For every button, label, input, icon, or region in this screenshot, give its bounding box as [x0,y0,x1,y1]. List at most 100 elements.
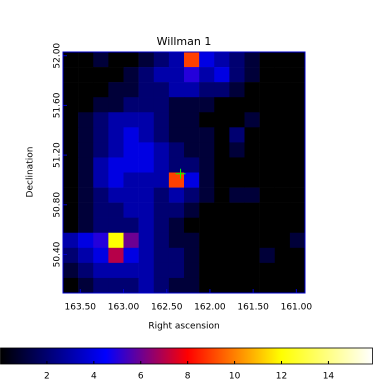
heat-cell [78,277,94,294]
heat-cell [199,172,215,188]
heat-cell [244,82,260,98]
x-tick-label: 161.50 [237,303,269,313]
heat-cell [244,262,260,279]
heat-cell [153,232,170,249]
heat-cell [289,247,306,264]
heat-cell [244,217,260,234]
heat-cell [274,127,291,143]
heat-cell [214,127,230,143]
heat-cell [184,277,200,294]
heat-cell [259,232,276,249]
heat-cell [123,247,139,264]
heat-cell [214,67,230,83]
heat-cell [214,217,230,234]
heat-cell [214,187,230,203]
heat-cell [93,82,109,98]
heat-cell [184,262,200,279]
y-tick-label: 50.40 [53,241,63,267]
heat-cell [153,67,170,83]
heat-cell [259,202,276,218]
heat-cell [168,232,185,249]
heat-cell [63,172,79,188]
heat-cell [108,112,124,128]
heat-cell [123,127,139,143]
heat-cell [168,247,185,264]
heat-cell [244,157,260,173]
heat-cell [93,217,109,234]
heat-cell [199,67,215,83]
heat-cell [229,277,245,294]
heat-cell [108,172,124,188]
heat-cell [259,67,276,83]
heat-cell [229,247,245,264]
heat-cell [259,262,276,279]
heat-cell [199,202,215,218]
heat-cell [184,247,200,264]
heat-cell [244,172,260,188]
heat-cell [108,52,124,68]
heat-cell [63,232,79,249]
heat-cell [78,157,94,173]
heat-cell [93,97,109,113]
heat-cell [78,127,94,143]
heat-cell [93,232,109,249]
heat-cell [229,187,245,203]
heat-cell [138,52,155,68]
heat-cell [93,202,109,218]
heat-cell [184,202,200,218]
y-tick-label: 51.60 [53,92,63,118]
heat-cell [78,67,94,83]
heat-cell [108,217,124,234]
heat-cell [214,97,230,113]
heat-cell [289,172,306,188]
heat-cell [184,232,200,249]
heat-cell [123,172,139,188]
heat-cell [168,217,185,234]
x-tick-label: 162.00 [194,303,226,313]
heat-cell [184,97,200,113]
heat-cell [184,142,200,158]
heat-cell [259,82,276,98]
heat-cell [259,127,276,143]
heat-cell [289,262,306,279]
heat-cell [274,67,291,83]
heat-cell [289,127,306,143]
heat-cell [138,157,155,173]
heat-cell [93,277,109,294]
heat-cell [289,97,306,113]
x-tick-label: 161.00 [281,303,313,313]
heat-cell [184,172,200,188]
heat-cell [108,277,124,294]
heat-cell [63,82,79,98]
heat-cell [78,232,94,249]
heat-cell [108,82,124,98]
heat-cell [93,142,109,158]
heat-cell [184,157,200,173]
heat-cell [78,202,94,218]
heat-cell [244,202,260,218]
heat-cell [153,142,170,158]
heat-cell [78,187,94,203]
heat-cell [199,142,215,158]
heat-cell [184,82,200,98]
heat-cell [123,157,139,173]
heat-cell [123,277,139,294]
heat-cell [259,247,276,264]
heat-cell [274,52,291,68]
heat-cell [153,262,170,279]
heat-cell [138,112,155,128]
heat-cell [78,172,94,188]
heat-cell [93,52,109,68]
heat-cell [244,67,260,83]
heat-cell [168,127,185,143]
heat-cell [63,97,79,113]
heat-cell [78,217,94,234]
heat-cell [274,82,291,98]
heat-cell [244,187,260,203]
heat-cell [168,97,185,113]
heat-cell [138,262,155,279]
heat-cell [93,127,109,143]
heat-cell [214,202,230,218]
heat-cell [259,217,276,234]
